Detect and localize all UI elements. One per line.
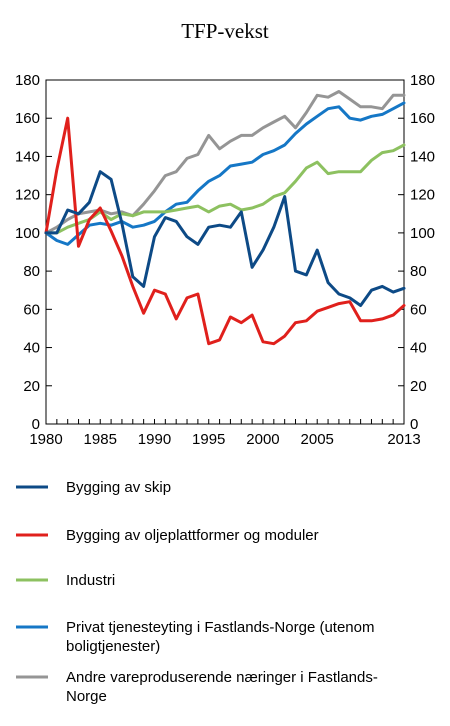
y-tick-label-left: 0 bbox=[32, 416, 40, 433]
series-line bbox=[44, 101, 406, 246]
series-lines bbox=[44, 90, 406, 346]
y-tick-label-left: 120 bbox=[15, 187, 40, 204]
x-tick-label: 1980 bbox=[29, 431, 62, 448]
x-tick-label: 2013 bbox=[387, 431, 420, 448]
series-line bbox=[44, 116, 406, 346]
y-tick-label-right: 160 bbox=[410, 110, 435, 127]
y-tick-label-right: 0 bbox=[410, 416, 418, 433]
y-tick-label-right: 100 bbox=[410, 225, 435, 242]
chart-title: TFP-vekst bbox=[181, 19, 269, 43]
y-tick-label-left: 40 bbox=[23, 340, 40, 357]
y-tick-label-left: 80 bbox=[23, 263, 40, 280]
legend-label: Privat tjenesteyting i Fastlands-Norge (… bbox=[66, 619, 374, 655]
legend: Bygging av skip Bygging av oljeplattforme… bbox=[16, 479, 378, 705]
series-line bbox=[44, 170, 406, 307]
y-tick-label-left: 180 bbox=[15, 72, 40, 89]
y-tick-label-right: 180 bbox=[410, 72, 435, 89]
x-tick-label: 1985 bbox=[84, 431, 117, 448]
y-tick-label-left: 140 bbox=[15, 148, 40, 165]
x-tick-label: 2000 bbox=[246, 431, 279, 448]
series-line bbox=[44, 90, 406, 235]
legend-label: Bygging av skip bbox=[66, 479, 171, 496]
plot-frame bbox=[45, 79, 405, 425]
y-tick-label-right: 140 bbox=[410, 148, 435, 165]
x-tick-label: 1995 bbox=[192, 431, 225, 448]
y-tick-label-left: 160 bbox=[15, 110, 40, 127]
y-tick-label-right: 20 bbox=[410, 378, 427, 395]
y-tick-label-right: 80 bbox=[410, 263, 427, 280]
x-tick-label: 1990 bbox=[138, 431, 171, 448]
y-tick-label-right: 40 bbox=[410, 340, 427, 357]
legend-label: Industri bbox=[66, 572, 115, 589]
y-axis-right: 0 20 40 60 80 100 120 140 160 180 bbox=[398, 72, 435, 433]
x-tick-label: 2005 bbox=[301, 431, 334, 448]
y-tick-label-left: 20 bbox=[23, 378, 40, 395]
y-tick-label-right: 120 bbox=[410, 187, 435, 204]
y-tick-label-left: 100 bbox=[15, 225, 40, 242]
plot-area: 0 20 40 60 80 100 120 140 160 180 0 20 40 60 80 100 120… bbox=[15, 72, 435, 448]
x-axis: 1980 1985 1990 1995 2000 2005 2013 bbox=[29, 419, 421, 448]
y-tick-label-right: 60 bbox=[410, 301, 427, 318]
y-tick-label-left: 60 bbox=[23, 301, 40, 318]
legend-label: Bygging av oljeplattformer og moduler bbox=[66, 527, 319, 544]
legend-label: Andre vareproduserende næringer i Fastla… bbox=[66, 669, 378, 705]
series-line bbox=[44, 143, 406, 235]
